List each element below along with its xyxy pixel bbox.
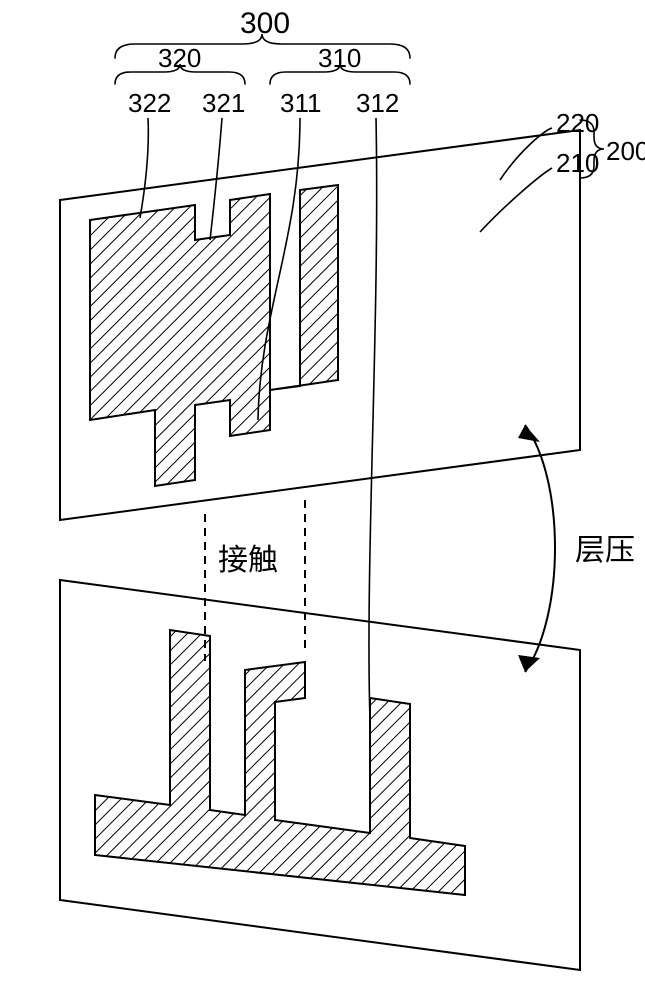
label-310: 310 — [318, 43, 361, 73]
leader-210 — [480, 168, 552, 232]
leader-312 — [369, 118, 377, 720]
shape-bottom-comb — [95, 630, 465, 895]
label-312: 312 — [356, 88, 399, 118]
label-220: 220 — [556, 108, 599, 138]
label-311: 311 — [280, 88, 321, 118]
panel-bottom-outline — [60, 580, 580, 970]
label-322: 322 — [128, 88, 171, 118]
label-320: 320 — [158, 43, 201, 73]
laminate-arrow-shaft — [525, 425, 555, 672]
laminate-arrow-head-bottom — [518, 655, 540, 672]
label-210: 210 — [556, 148, 599, 178]
label-300: 300 — [240, 7, 290, 40]
shape-top-comb — [90, 185, 338, 486]
label-contact-cjk: 接触 — [218, 544, 278, 577]
label-laminate-cjk: 层压 — [575, 534, 635, 567]
leader-322 — [140, 118, 148, 218]
label-321: 321 — [202, 88, 245, 118]
laminate-arrow-head-top — [518, 425, 540, 442]
diagram-canvas: 300 320 310 322 321 311 312 220 210 200 … — [0, 0, 645, 1000]
label-200: 200 — [606, 136, 645, 166]
